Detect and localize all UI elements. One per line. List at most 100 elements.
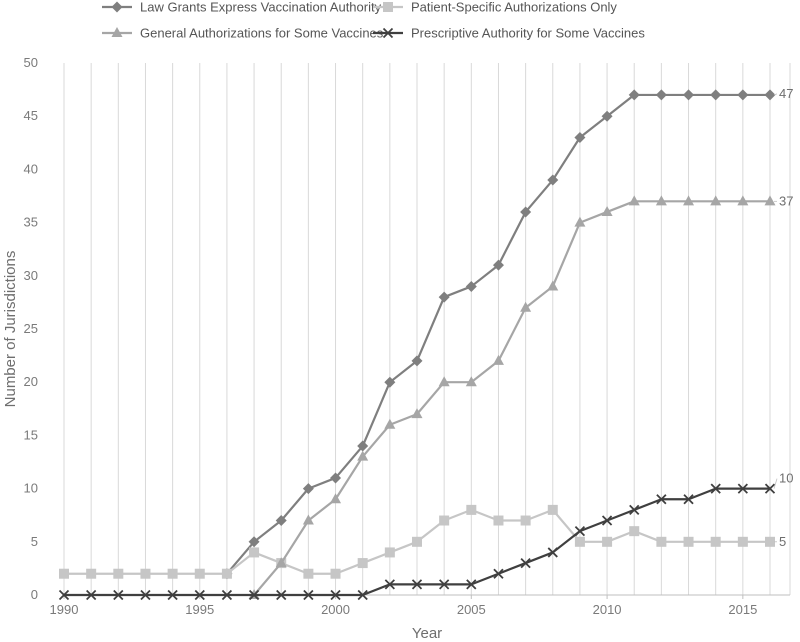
- x-tick-label: 2015: [728, 602, 757, 617]
- marker-s3-p21: [629, 504, 640, 516]
- marker-s3-p15: [466, 579, 477, 590]
- series-1: 5: [59, 504, 786, 579]
- marker-s2-p4: [357, 450, 369, 461]
- marker-s1-p7: [249, 547, 260, 558]
- marker-s3-p19: [574, 526, 586, 537]
- marker-s2-p10: [520, 301, 532, 312]
- marker-s3-p0-b: [58, 589, 70, 601]
- end-label-3: 10: [779, 471, 793, 486]
- marker-s3-p7: [248, 589, 260, 601]
- marker-s3-p1: [86, 589, 97, 601]
- end-label-leader-0: [773, 93, 778, 96]
- marker-s3-p17-b: [520, 557, 531, 569]
- y-tick-label: 5: [31, 534, 38, 549]
- marker-s1-p6: [221, 568, 232, 579]
- marker-s2-p3: [330, 493, 342, 504]
- marker-s3-p17: [520, 557, 531, 569]
- marker-s0-p18: [710, 89, 722, 101]
- marker-s3-p4: [167, 589, 178, 601]
- marker-s1-p4: [167, 568, 178, 579]
- marker-s1-p17: [520, 515, 531, 526]
- marker-s0-p20: [764, 89, 776, 101]
- x-axis-title: Year: [412, 625, 442, 642]
- marker-s3-p25: [737, 483, 748, 494]
- marker-s0-p6: [384, 376, 396, 388]
- marker-s3-p9: [303, 589, 314, 601]
- y-tick-label: 25: [24, 321, 38, 336]
- marker-s0-p13: [574, 131, 586, 143]
- marker-s0-p9: [465, 280, 477, 292]
- marker-s3-p22: [656, 494, 667, 505]
- y-tick-label: 50: [24, 55, 38, 70]
- marker-s3-p11-b: [357, 589, 368, 601]
- marker-s1-p18: [547, 504, 558, 515]
- marker-s3-p22-b: [656, 494, 667, 505]
- marker-s2-p9: [492, 354, 504, 365]
- marker-s3-plegend-b: [382, 27, 394, 39]
- end-label-1: 5: [779, 534, 786, 549]
- marker-s3-p5: [194, 589, 205, 601]
- series-0: 47: [221, 86, 793, 580]
- marker-s3-p13: [411, 579, 423, 590]
- marker-s3-p14: [439, 579, 450, 590]
- marker-s3-p6-b: [221, 589, 233, 601]
- marker-s3-p23-b: [683, 494, 694, 505]
- marker-s3-p26-b: [764, 483, 776, 494]
- marker-s2-p17: [710, 195, 722, 206]
- marker-s1-p21: [629, 526, 640, 537]
- marker-s0-p12: [547, 174, 559, 186]
- marker-s2-p19: [764, 195, 776, 206]
- marker-s3-p14-b: [439, 579, 450, 590]
- marker-s3-p12-b: [384, 579, 395, 590]
- marker-s3-plegend: [382, 27, 394, 39]
- marker-s3-p7-b: [248, 589, 260, 601]
- marker-s1-p0: [59, 568, 69, 579]
- marker-s1-p2: [113, 568, 124, 579]
- legend-item-2: General Authorizations for Some Vaccines: [102, 26, 384, 41]
- marker-s3-p10-b: [330, 589, 341, 601]
- marker-s3-p20-b: [601, 515, 613, 526]
- marker-s0-p10: [492, 259, 504, 271]
- marker-s3-p0: [58, 589, 70, 601]
- marker-s3-p16: [493, 568, 504, 579]
- marker-s0-p14: [601, 110, 613, 122]
- y-tick-label: 10: [24, 481, 38, 496]
- x-tick-label: 2000: [321, 602, 350, 617]
- marker-s2-p6: [411, 408, 423, 419]
- marker-s2-p12: [574, 216, 586, 227]
- marker-s2-p15: [655, 195, 667, 206]
- series-layer: 47 5 37 10: [58, 86, 793, 601]
- x-tick-label: 2005: [457, 602, 486, 617]
- marker-s3-p2: [113, 589, 124, 601]
- marker-s3-p19-b: [574, 526, 586, 537]
- marker-s2-p5: [384, 418, 396, 429]
- legend: Law Grants Express Vaccination Authority…: [102, 0, 645, 41]
- end-label-leader-3: [773, 478, 778, 489]
- marker-s0-p19: [737, 89, 749, 101]
- marker-s2-p1: [275, 557, 287, 568]
- marker-s3-p24: [710, 483, 721, 494]
- marker-s0-plegend: [111, 1, 123, 13]
- marker-s3-p11: [357, 589, 368, 601]
- marker-s3-p26: [764, 483, 776, 494]
- y-tick-label: 40: [24, 161, 38, 176]
- marker-s3-p15-b: [466, 579, 477, 590]
- marker-s0-p15: [628, 89, 640, 101]
- y-axis-title: Number of Jurisdictions: [2, 251, 19, 408]
- marker-s0-p2: [275, 515, 287, 527]
- marker-s0-p17: [683, 89, 695, 101]
- marker-s2-p8: [465, 376, 477, 387]
- legend-label-2: General Authorizations for Some Vaccines: [140, 26, 384, 41]
- marker-s1-p1: [86, 568, 97, 579]
- legend-label-3: Prescriptive Authority for Some Vaccines: [411, 26, 645, 41]
- marker-s3-p12: [384, 579, 395, 590]
- marker-s1-p13: [412, 536, 422, 547]
- marker-s3-p3-b: [140, 589, 151, 601]
- marker-s1-p22: [656, 536, 667, 547]
- y-tick-label: 30: [24, 268, 38, 283]
- marker-s3-p1-b: [86, 589, 97, 601]
- marker-s3-p20: [601, 515, 613, 526]
- marker-s3-p3: [140, 589, 151, 601]
- marker-s2-p14: [628, 195, 640, 206]
